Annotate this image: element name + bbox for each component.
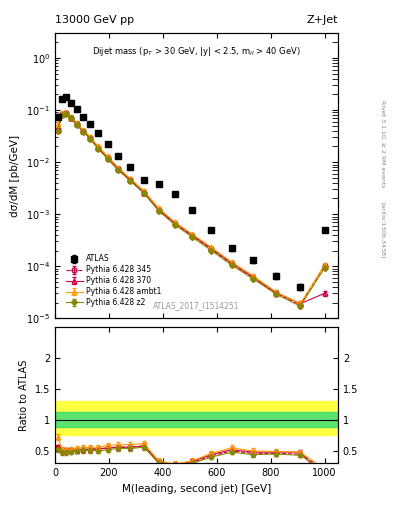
Text: Rivet 3.1.10, ≥ 2.9M events: Rivet 3.1.10, ≥ 2.9M events: [381, 99, 386, 187]
Text: [arXiv:1306.3438]: [arXiv:1306.3438]: [381, 202, 386, 259]
Y-axis label: dσ/dM [pb/GeV]: dσ/dM [pb/GeV]: [10, 135, 20, 217]
Text: Dijet mass (p$_{T}$ > 30 GeV, |y| < 2.5, m$_{ll}$ > 40 GeV): Dijet mass (p$_{T}$ > 30 GeV, |y| < 2.5,…: [92, 45, 301, 58]
Text: ATLAS_2017_I1514251: ATLAS_2017_I1514251: [153, 301, 240, 310]
X-axis label: M(leading, second jet) [GeV]: M(leading, second jet) [GeV]: [122, 484, 271, 494]
Text: 13000 GeV pp: 13000 GeV pp: [55, 14, 134, 25]
Legend: ATLAS, Pythia 6.428 345, Pythia 6.428 370, Pythia 6.428 ambt1, Pythia 6.428 z2: ATLAS, Pythia 6.428 345, Pythia 6.428 37…: [64, 253, 163, 309]
Text: Z+Jet: Z+Jet: [307, 14, 338, 25]
Y-axis label: Ratio to ATLAS: Ratio to ATLAS: [19, 359, 29, 431]
